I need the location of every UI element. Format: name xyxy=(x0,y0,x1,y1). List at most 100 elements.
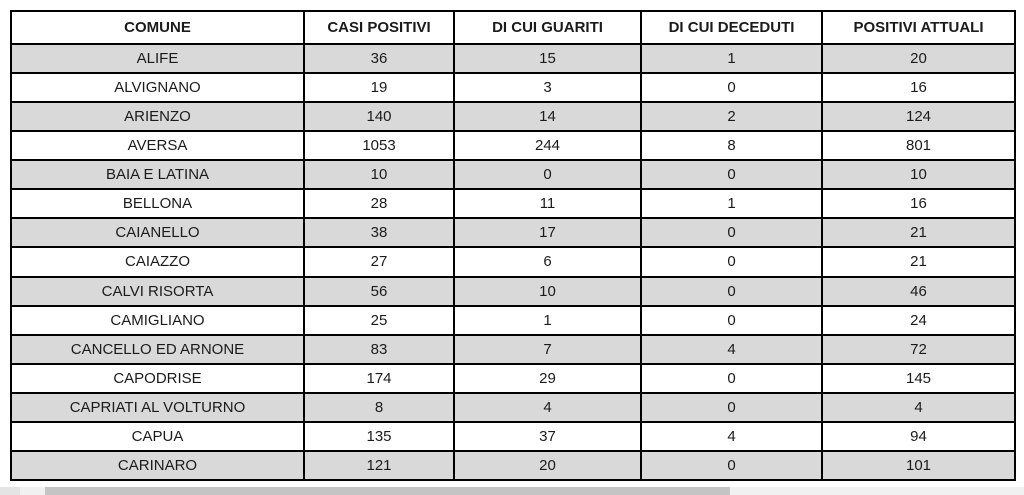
comune-cell: BELLONA xyxy=(10,188,305,220)
positivi-attuali-cell: 801 xyxy=(821,130,1016,162)
casi-positivi-cell: 8 xyxy=(303,391,455,423)
comune-cell: ARIENZO xyxy=(10,101,305,133)
comune-cell: ALVIGNANO xyxy=(10,72,305,104)
scrollbar-corner xyxy=(0,487,20,495)
positivi-attuali-cell: 145 xyxy=(821,362,1016,394)
table-row: CAIANELLO 38 17 0 21 xyxy=(10,217,1016,249)
casi-positivi-cell: 19 xyxy=(303,72,455,104)
comune-cell: CARINARO xyxy=(10,449,305,482)
positivi-attuali-cell: 21 xyxy=(821,246,1016,278)
di-cui-guariti-cell: 17 xyxy=(453,217,642,249)
positivi-attuali-cell: 16 xyxy=(821,188,1016,220)
positivi-attuali-cell: 72 xyxy=(821,333,1016,365)
comune-cell: CAIANELLO xyxy=(10,217,305,249)
table-row: CAMIGLIANO 25 1 0 24 xyxy=(10,304,1016,336)
table-row: ARIENZO 140 14 2 124 xyxy=(10,101,1016,133)
di-cui-guariti-cell: 11 xyxy=(453,188,642,220)
di-cui-deceduti-cell: 2 xyxy=(640,101,823,133)
col-header-di-cui-guariti: DI CUI GUARITI xyxy=(453,10,642,45)
di-cui-deceduti-cell: 0 xyxy=(640,72,823,104)
comune-cell: CAIAZZO xyxy=(10,246,305,278)
table-row: ALIFE 36 15 1 20 xyxy=(10,42,1016,75)
casi-positivi-cell: 36 xyxy=(303,42,455,75)
di-cui-deceduti-cell: 0 xyxy=(640,304,823,336)
table-row: CARINARO 121 20 0 101 xyxy=(10,449,1016,482)
di-cui-deceduti-cell: 0 xyxy=(640,362,823,394)
col-header-casi-positivi: CASI POSITIVI xyxy=(303,10,455,45)
di-cui-deceduti-cell: 0 xyxy=(640,391,823,423)
table-row: BELLONA 28 11 1 16 xyxy=(10,188,1016,220)
positivi-attuali-cell: 16 xyxy=(821,72,1016,104)
positivi-attuali-cell: 101 xyxy=(821,449,1016,482)
casi-positivi-cell: 83 xyxy=(303,333,455,365)
positivi-attuali-cell: 21 xyxy=(821,217,1016,249)
comune-cell: AVERSA xyxy=(10,130,305,162)
table-row: CAPODRISE 174 29 0 145 xyxy=(10,362,1016,394)
comune-cell: CAMIGLIANO xyxy=(10,304,305,336)
positivi-attuali-cell: 124 xyxy=(821,101,1016,133)
table-row: CAPUA 135 37 4 94 xyxy=(10,420,1016,452)
di-cui-guariti-cell: 6 xyxy=(453,246,642,278)
di-cui-deceduti-cell: 0 xyxy=(640,217,823,249)
comune-cell: CALVI RISORTA xyxy=(10,275,305,307)
casi-positivi-cell: 140 xyxy=(303,101,455,133)
casi-positivi-cell: 27 xyxy=(303,246,455,278)
comune-cell: BAIA E LATINA xyxy=(10,159,305,191)
casi-positivi-cell: 28 xyxy=(303,188,455,220)
positivi-attuali-cell: 24 xyxy=(821,304,1016,336)
di-cui-deceduti-cell: 0 xyxy=(640,246,823,278)
di-cui-deceduti-cell: 1 xyxy=(640,188,823,220)
di-cui-guariti-cell: 3 xyxy=(453,72,642,104)
table-header-row: COMUNE CASI POSITIVI DI CUI GUARITI DI C… xyxy=(10,10,1016,45)
covid-comuni-table: COMUNE CASI POSITIVI DI CUI GUARITI DI C… xyxy=(10,10,1016,482)
di-cui-guariti-cell: 37 xyxy=(453,420,642,452)
di-cui-guariti-cell: 10 xyxy=(453,275,642,307)
di-cui-deceduti-cell: 4 xyxy=(640,420,823,452)
di-cui-guariti-cell: 20 xyxy=(453,449,642,482)
casi-positivi-cell: 135 xyxy=(303,420,455,452)
comune-cell: ALIFE xyxy=(10,42,305,75)
table-row: CALVI RISORTA 56 10 0 46 xyxy=(10,275,1016,307)
di-cui-deceduti-cell: 8 xyxy=(640,130,823,162)
table-row: BAIA E LATINA 10 0 0 10 xyxy=(10,159,1016,191)
di-cui-guariti-cell: 244 xyxy=(453,130,642,162)
positivi-attuali-cell: 94 xyxy=(821,420,1016,452)
di-cui-guariti-cell: 15 xyxy=(453,42,642,75)
di-cui-guariti-cell: 29 xyxy=(453,362,642,394)
comune-cell: CAPUA xyxy=(10,420,305,452)
di-cui-guariti-cell: 14 xyxy=(453,101,642,133)
positivi-attuali-cell: 10 xyxy=(821,159,1016,191)
col-header-positivi-attuali: POSITIVI ATTUALI xyxy=(821,10,1016,45)
horizontal-scrollbar[interactable] xyxy=(0,487,1024,495)
di-cui-guariti-cell: 7 xyxy=(453,333,642,365)
positivi-attuali-cell: 20 xyxy=(821,42,1016,75)
table-row: CAIAZZO 27 6 0 21 xyxy=(10,246,1016,278)
di-cui-deceduti-cell: 4 xyxy=(640,333,823,365)
di-cui-deceduti-cell: 1 xyxy=(640,42,823,75)
casi-positivi-cell: 10 xyxy=(303,159,455,191)
comune-cell: CAPODRISE xyxy=(10,362,305,394)
table-row: CAPRIATI AL VOLTURNO 8 4 0 4 xyxy=(10,391,1016,423)
di-cui-deceduti-cell: 0 xyxy=(640,159,823,191)
casi-positivi-cell: 1053 xyxy=(303,130,455,162)
di-cui-guariti-cell: 4 xyxy=(453,391,642,423)
casi-positivi-cell: 56 xyxy=(303,275,455,307)
casi-positivi-cell: 38 xyxy=(303,217,455,249)
comune-cell: CANCELLO ED ARNONE xyxy=(10,333,305,365)
positivi-attuali-cell: 46 xyxy=(821,275,1016,307)
casi-positivi-cell: 25 xyxy=(303,304,455,336)
di-cui-deceduti-cell: 0 xyxy=(640,449,823,482)
positivi-attuali-cell: 4 xyxy=(821,391,1016,423)
comune-cell: CAPRIATI AL VOLTURNO xyxy=(10,391,305,423)
table-row: CANCELLO ED ARNONE 83 7 4 72 xyxy=(10,333,1016,365)
scrollbar-thumb[interactable] xyxy=(45,487,730,495)
casi-positivi-cell: 121 xyxy=(303,449,455,482)
casi-positivi-cell: 174 xyxy=(303,362,455,394)
col-header-di-cui-deceduti: DI CUI DECEDUTI xyxy=(640,10,823,45)
table-row: ALVIGNANO 19 3 0 16 xyxy=(10,72,1016,104)
table-row: AVERSA 1053 244 8 801 xyxy=(10,130,1016,162)
di-cui-guariti-cell: 1 xyxy=(453,304,642,336)
di-cui-deceduti-cell: 0 xyxy=(640,275,823,307)
col-header-comune: COMUNE xyxy=(10,10,305,45)
